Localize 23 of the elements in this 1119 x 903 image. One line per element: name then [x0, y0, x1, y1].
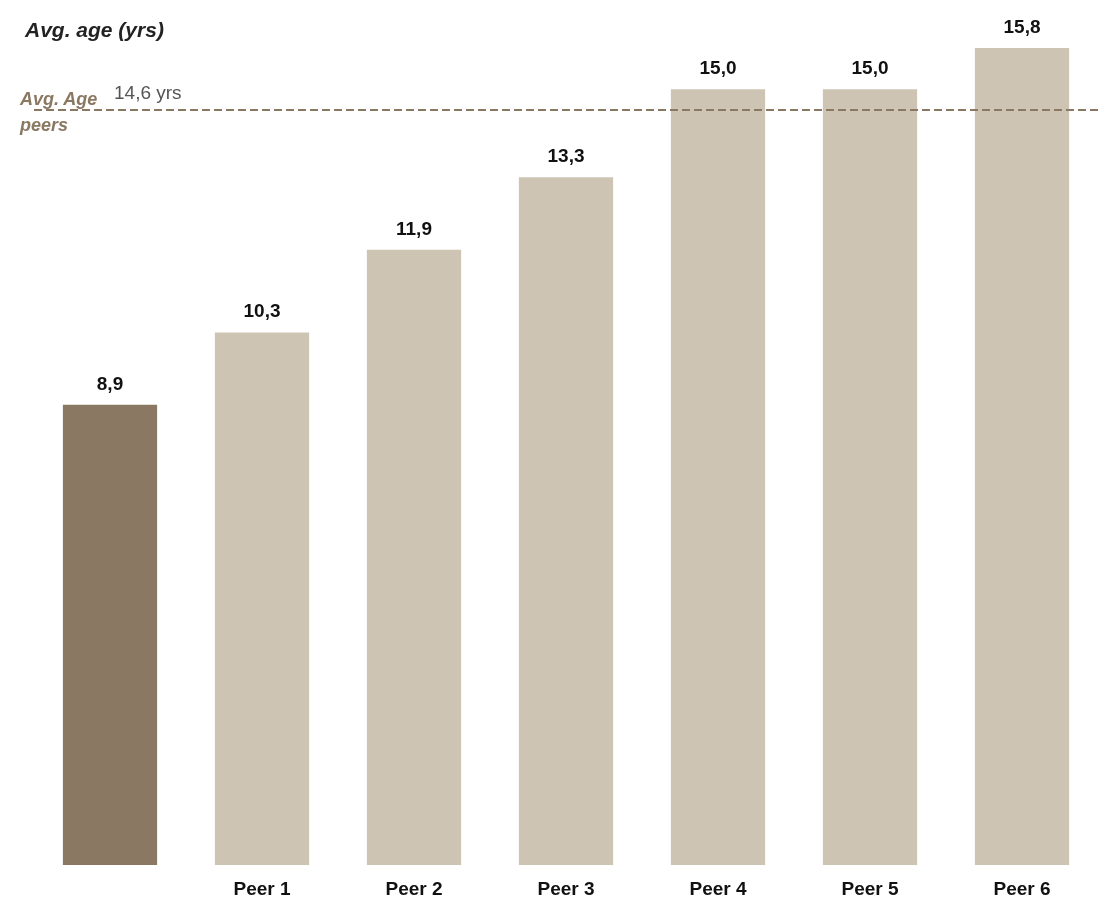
- data-label: 15,0: [851, 57, 889, 79]
- bar: [822, 89, 918, 865]
- data-label: 15,0: [699, 57, 737, 79]
- bar: [366, 249, 462, 865]
- bar: [518, 177, 614, 865]
- x-tick-label: Peer 5: [841, 878, 899, 899]
- chart-title: Avg. age (yrs): [24, 18, 164, 41]
- x-tick-label: Peer 3: [537, 878, 595, 899]
- bar: [62, 404, 158, 865]
- bar: [214, 332, 310, 865]
- data-label: 11,9: [396, 217, 432, 239]
- x-tick-label: Peer 4: [689, 878, 747, 899]
- data-label: 8,9: [96, 372, 124, 394]
- bar: [974, 48, 1070, 865]
- data-label: 15,8: [1003, 16, 1041, 37]
- bar: [670, 89, 766, 865]
- annotation: Avg. Age peers: [19, 89, 98, 135]
- x-tick-label: Peer 6: [993, 878, 1051, 899]
- x-tick-label: Peer 1: [233, 878, 291, 899]
- ref-line-label: 14,6 yrs: [114, 82, 182, 104]
- x-tick-label: Peer 2: [385, 878, 443, 899]
- data-label: 10,3: [243, 300, 281, 322]
- data-label: 13,3: [547, 145, 585, 167]
